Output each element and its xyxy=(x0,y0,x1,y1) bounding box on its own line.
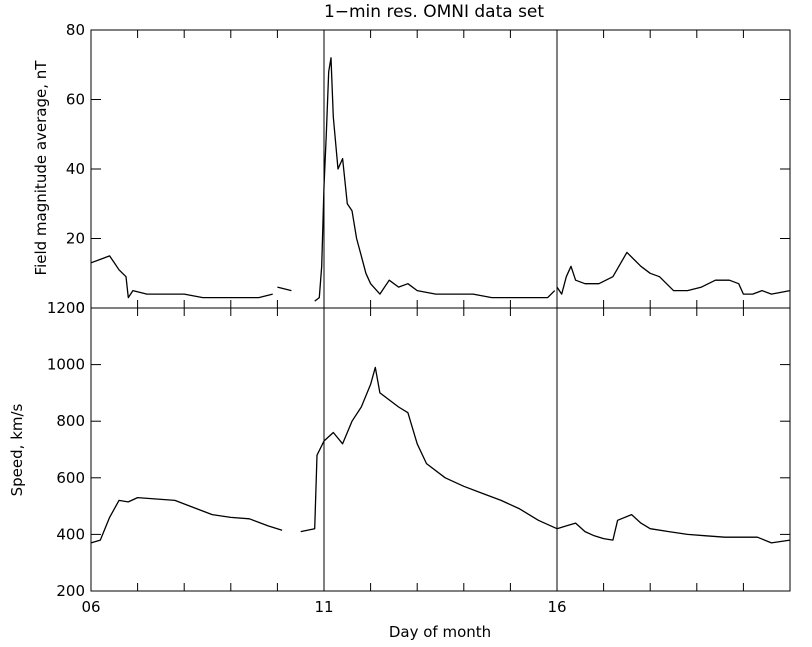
top-ytick-label: 40 xyxy=(66,160,85,178)
bottom-ytick-label: 1000 xyxy=(47,356,85,374)
bottom-xlabel: Day of month xyxy=(389,623,491,641)
vertical-markers xyxy=(323,30,558,591)
xtick-label: 11 xyxy=(314,598,333,616)
bottom-ylabel: Speed, km/s xyxy=(8,403,26,496)
top-ytick-label: 0 xyxy=(75,299,85,317)
xtick-label: 16 xyxy=(547,598,566,616)
top-ytick-label: 20 xyxy=(66,230,85,248)
bottom-ytick-label: 1200 xyxy=(47,299,85,317)
top-series-group xyxy=(90,57,791,302)
bottom-ytick-label: 200 xyxy=(56,582,85,600)
top-axis-ticks: 0 20 40 60 80 xyxy=(66,21,791,317)
bottom-plot-frame xyxy=(90,307,791,592)
top-plot-frame xyxy=(90,29,791,309)
bottom-axis-ticks: 200 400 600 800 1000 1200 06 11 16 xyxy=(47,299,791,616)
bottom-ytick-label: 800 xyxy=(56,412,85,430)
top-series-line xyxy=(556,251,791,295)
top-ytick-label: 80 xyxy=(66,21,85,39)
bottom-series-line xyxy=(300,366,791,544)
top-ylabel: Field magnitude average, nT xyxy=(32,60,50,276)
bottom-ytick-label: 600 xyxy=(56,469,85,487)
top-series-line xyxy=(314,57,556,302)
chart-title: 1−min res. OMNI data set xyxy=(324,2,544,22)
top-series-line xyxy=(90,255,273,299)
xtick-label: 06 xyxy=(81,598,100,616)
bottom-series-line xyxy=(90,496,283,544)
top-series-line xyxy=(277,286,292,292)
top-ytick-label: 60 xyxy=(66,91,85,109)
bottom-ytick-label: 400 xyxy=(56,525,85,543)
bottom-series-group xyxy=(90,366,791,544)
